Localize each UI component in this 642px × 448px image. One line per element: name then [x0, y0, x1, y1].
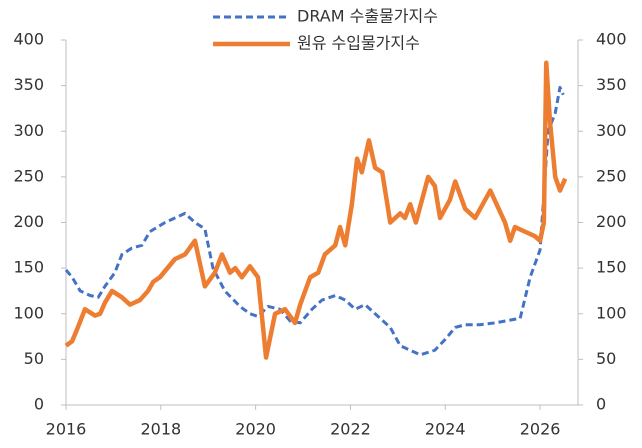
y-tick-label: 250	[13, 166, 44, 185]
y-tick-label: 350	[13, 75, 44, 94]
y-tick-label: 200	[13, 212, 44, 231]
y-tick-label: 150	[13, 258, 44, 277]
y-tick-label: 300	[13, 121, 44, 140]
x-tick-label: 2016	[46, 420, 87, 439]
y2-tick-label: 350	[596, 75, 627, 94]
x-tick-label: 2022	[330, 420, 371, 439]
x-tick-label: 2024	[425, 420, 466, 439]
legend-label: 원유 수입물가지수	[297, 34, 420, 53]
y-tick-label: 0	[34, 395, 44, 414]
y2-tick-label: 300	[596, 121, 627, 140]
series-line	[64, 60, 568, 360]
y2-tick-label: 50	[596, 349, 616, 368]
y2-tick-label: 250	[596, 166, 627, 185]
y-tick-label: 400	[13, 30, 44, 49]
y2-tick-label: 400	[596, 30, 627, 49]
x-tick-label: 2018	[140, 420, 181, 439]
x-tick-label: 2026	[520, 420, 561, 439]
y2-tick-label: 200	[596, 212, 627, 231]
legend-label: DRAM 수출물가지수	[297, 7, 438, 26]
y2-tick-label: 0	[596, 395, 606, 414]
y-tick-label: 100	[13, 303, 44, 322]
x-tick-label: 2020	[235, 420, 276, 439]
y-tick-label: 50	[24, 349, 44, 368]
series-line	[64, 85, 565, 357]
y2-tick-label: 100	[596, 303, 627, 322]
y2-tick-label: 150	[596, 258, 627, 277]
